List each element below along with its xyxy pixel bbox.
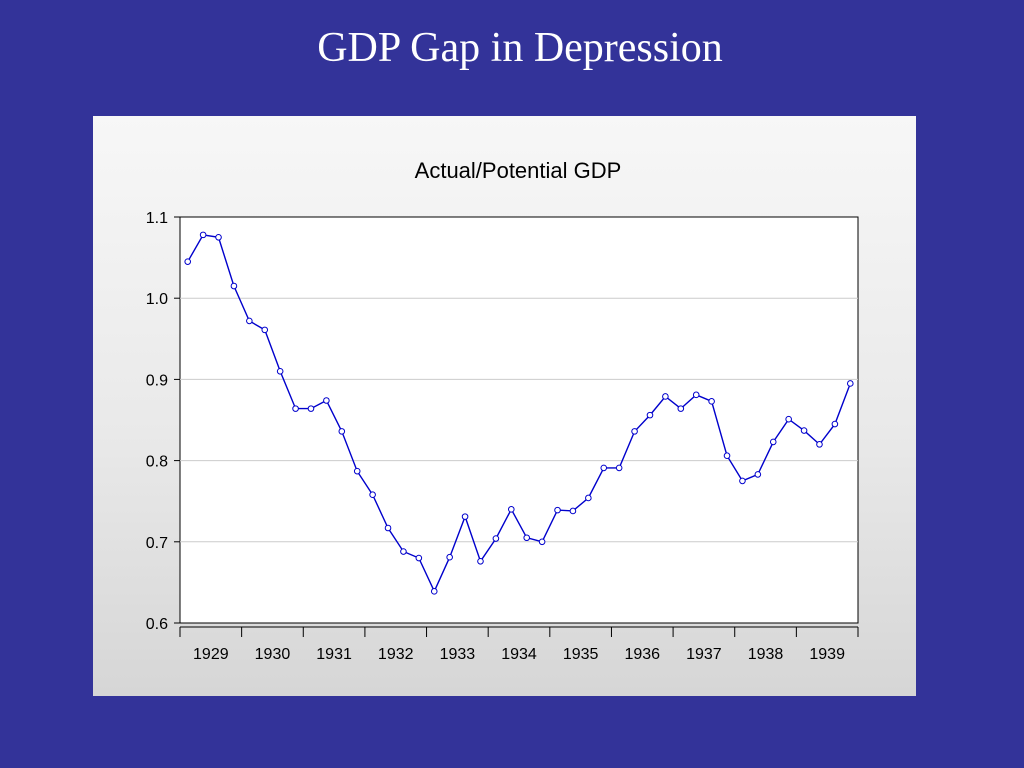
- data-point: [785, 415, 792, 423]
- data-point: [369, 491, 376, 499]
- x-tick-label: 1932: [378, 646, 414, 663]
- data-point: [769, 438, 777, 446]
- chart-panel: Actual/Potential GDP 0.6 0.7 0.8 0.9 1.0 1.1 1…: [93, 116, 916, 696]
- data-point: [246, 317, 253, 325]
- data-point: [585, 494, 592, 502]
- data-point: [739, 477, 746, 485]
- data-point: [723, 452, 731, 460]
- x-tick-label: 1939: [809, 646, 845, 663]
- data-point: [507, 506, 515, 513]
- grid-lines: [180, 297, 858, 543]
- data-point: [846, 380, 854, 387]
- x-tick-label: 1935: [563, 646, 599, 663]
- y-tick-label: 0.9: [146, 372, 168, 389]
- data-point: [554, 506, 561, 514]
- data-point: [292, 405, 299, 412]
- x-tick-label: 1933: [440, 646, 476, 663]
- line-chart: Actual/Potential GDP 0.6 0.7 0.8 0.9 1.0 1.1 1…: [146, 158, 859, 663]
- data-point: [600, 464, 608, 472]
- data-point: [708, 398, 715, 405]
- data-point: [538, 538, 546, 546]
- data-point: [415, 554, 423, 562]
- data-point: [230, 282, 238, 290]
- data-point: [184, 258, 192, 265]
- x-tick-label: 1931: [316, 646, 352, 663]
- data-point: [215, 234, 222, 241]
- data-point: [569, 507, 577, 515]
- slide-title: GDP Gap in Depression: [317, 25, 723, 71]
- data-point: [338, 428, 346, 435]
- data-point: [523, 534, 531, 542]
- data-point: [430, 588, 438, 595]
- y-tick-label: 1.0: [146, 291, 168, 308]
- data-point: [692, 391, 700, 399]
- data-point: [477, 557, 484, 565]
- data-point: [492, 535, 500, 542]
- chart-title: Actual/Potential GDP: [415, 158, 622, 183]
- data-point: [323, 397, 330, 404]
- data-point: [261, 326, 269, 334]
- x-tick-label: 1934: [501, 646, 537, 663]
- y-tick-label: 0.8: [146, 454, 168, 471]
- data-point: [831, 420, 839, 428]
- data-point: [384, 524, 392, 532]
- data-point: [461, 513, 469, 520]
- x-tick-label: 1930: [255, 646, 291, 663]
- data-point: [662, 393, 669, 400]
- data-point: [646, 411, 654, 419]
- data-point: [615, 464, 623, 472]
- data-point: [276, 367, 284, 375]
- x-tick-label: 1937: [686, 646, 722, 663]
- data-point: [631, 428, 638, 435]
- y-tick-label: 1.1: [146, 210, 168, 227]
- series-layer: [184, 231, 854, 595]
- data-point: [307, 405, 315, 412]
- x-tick-label: 1936: [624, 646, 660, 663]
- y-tick-label: 0.6: [146, 616, 168, 633]
- data-point: [816, 441, 823, 448]
- axes: 0.6 0.7 0.8 0.9 1.0 1.1 1929 1930 1931 1932 1933 19…: [146, 210, 859, 663]
- data-point: [754, 471, 762, 478]
- x-tick-label: 1938: [748, 646, 784, 663]
- plot-area: [179, 216, 859, 624]
- data-point: [199, 231, 207, 239]
- data-point: [446, 553, 453, 561]
- y-tick-label: 0.7: [146, 535, 168, 552]
- data-point: [677, 405, 685, 412]
- data-point: [800, 427, 808, 434]
- x-tick-label: 1929: [193, 646, 229, 663]
- data-point: [400, 548, 407, 555]
- data-point: [353, 467, 361, 475]
